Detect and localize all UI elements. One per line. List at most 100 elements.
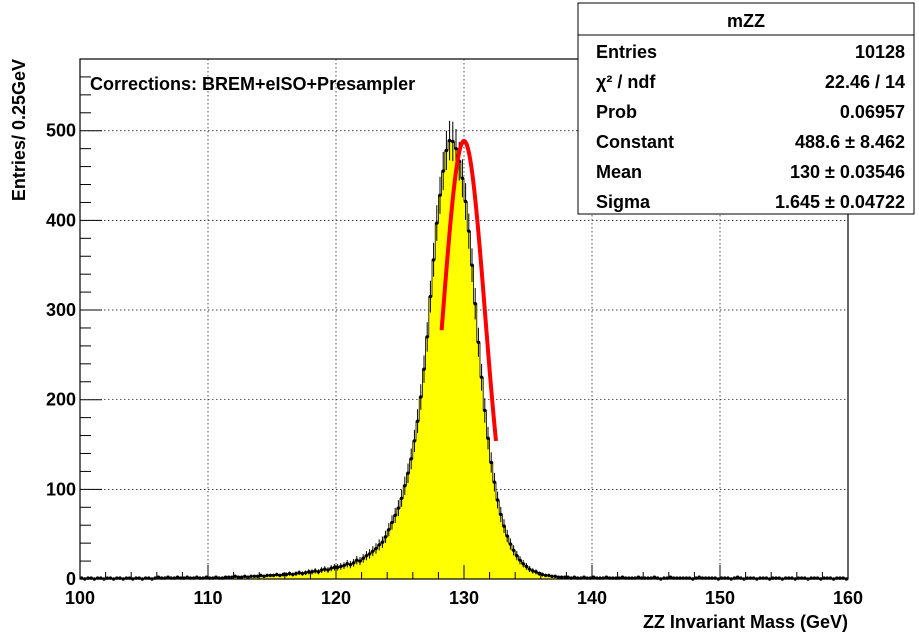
point-marker <box>735 575 740 579</box>
data-point <box>268 573 273 578</box>
data-points <box>79 120 849 581</box>
data-point <box>259 573 263 578</box>
data-point <box>403 476 407 495</box>
data-point <box>364 551 369 561</box>
data-point <box>335 564 340 571</box>
data-point <box>185 575 189 579</box>
data-point <box>451 121 455 162</box>
data-point <box>367 549 372 559</box>
point-marker <box>310 570 314 574</box>
point-marker <box>364 553 369 558</box>
x-tick-label: 140 <box>577 588 607 608</box>
point-marker <box>246 575 250 579</box>
point-marker <box>374 546 378 551</box>
point-marker <box>300 571 305 576</box>
y-tick-labels: 0 100 200 300 400 500 <box>46 121 76 589</box>
point-marker <box>428 294 433 299</box>
x-tick-label: 100 <box>65 588 95 608</box>
point-marker <box>307 570 311 574</box>
point-marker <box>563 575 567 579</box>
point-marker <box>297 571 301 575</box>
data-point <box>518 556 522 565</box>
stats-row-label: Sigma <box>596 192 651 212</box>
point-marker <box>313 569 317 573</box>
point-marker <box>537 571 541 576</box>
data-point <box>479 363 484 391</box>
data-point <box>735 575 740 579</box>
x-axis-label: ZZ Invariant Mass (GeV) <box>643 612 848 632</box>
point-marker <box>492 480 497 484</box>
stats-box: mZZ Entries 10128 χ² / ndf 22.46 / 14 Prob 0.… <box>577 2 915 215</box>
point-marker <box>348 562 353 567</box>
data-point <box>351 559 356 567</box>
point-marker <box>470 263 474 267</box>
data-point <box>243 574 247 579</box>
data-point <box>409 448 413 470</box>
point-marker <box>291 572 295 577</box>
data-point <box>319 567 324 573</box>
x-tick-label: 160 <box>833 588 863 608</box>
point-marker <box>422 367 426 371</box>
data-point <box>563 575 567 579</box>
data-point <box>499 506 503 523</box>
point-marker <box>438 193 442 197</box>
point-marker <box>473 302 477 306</box>
point-marker <box>175 575 180 579</box>
point-marker <box>534 570 538 574</box>
stats-row-value: 488.6 ± 8.462 <box>795 132 905 152</box>
data-point <box>441 151 445 191</box>
data-point <box>572 575 577 579</box>
axis-ticks <box>79 58 849 580</box>
stats-row-label: Prob <box>596 102 637 122</box>
point-marker <box>252 574 257 579</box>
point-marker <box>502 524 506 528</box>
x-tick-label: 110 <box>193 588 222 608</box>
point-marker <box>227 575 231 579</box>
point-marker <box>444 148 449 153</box>
point-marker <box>668 575 673 579</box>
data-point <box>524 563 529 570</box>
data-point <box>156 575 161 579</box>
point-marker <box>262 574 266 579</box>
x-tick-label: 150 <box>705 588 735 608</box>
data-point <box>447 120 452 161</box>
point-marker <box>323 567 327 571</box>
data-point <box>550 574 554 579</box>
point-marker <box>403 484 407 488</box>
data-point <box>390 515 394 530</box>
point-marker <box>518 558 522 562</box>
point-marker <box>412 439 417 443</box>
stats-row: Prob 0.06957 <box>596 102 905 122</box>
stats-box-title: mZZ <box>727 11 765 31</box>
point-marker <box>399 496 404 501</box>
data-point <box>278 573 282 578</box>
point-marker <box>489 460 493 465</box>
data-point <box>348 561 353 569</box>
point-marker <box>521 562 525 566</box>
point-marker <box>515 553 519 558</box>
data-point <box>233 574 237 579</box>
point-marker <box>591 575 596 579</box>
data-point <box>300 571 305 576</box>
point-marker <box>345 562 349 566</box>
data-point <box>537 571 541 576</box>
data-point <box>303 570 308 576</box>
point-marker <box>281 572 285 577</box>
point-marker <box>527 567 532 571</box>
data-point <box>547 573 551 578</box>
data-point <box>483 398 487 423</box>
data-point <box>262 574 266 579</box>
data-point <box>326 567 330 573</box>
point-marker <box>652 575 657 579</box>
stats-row: Mean 130 ± 0.03546 <box>596 162 905 182</box>
point-marker <box>380 540 385 544</box>
point-marker <box>332 565 337 570</box>
point-marker <box>265 573 269 578</box>
point-marker <box>463 199 468 204</box>
data-point <box>406 463 410 483</box>
data-point <box>540 572 545 577</box>
data-point <box>412 429 417 453</box>
point-marker <box>326 568 330 572</box>
point-marker <box>355 558 359 562</box>
